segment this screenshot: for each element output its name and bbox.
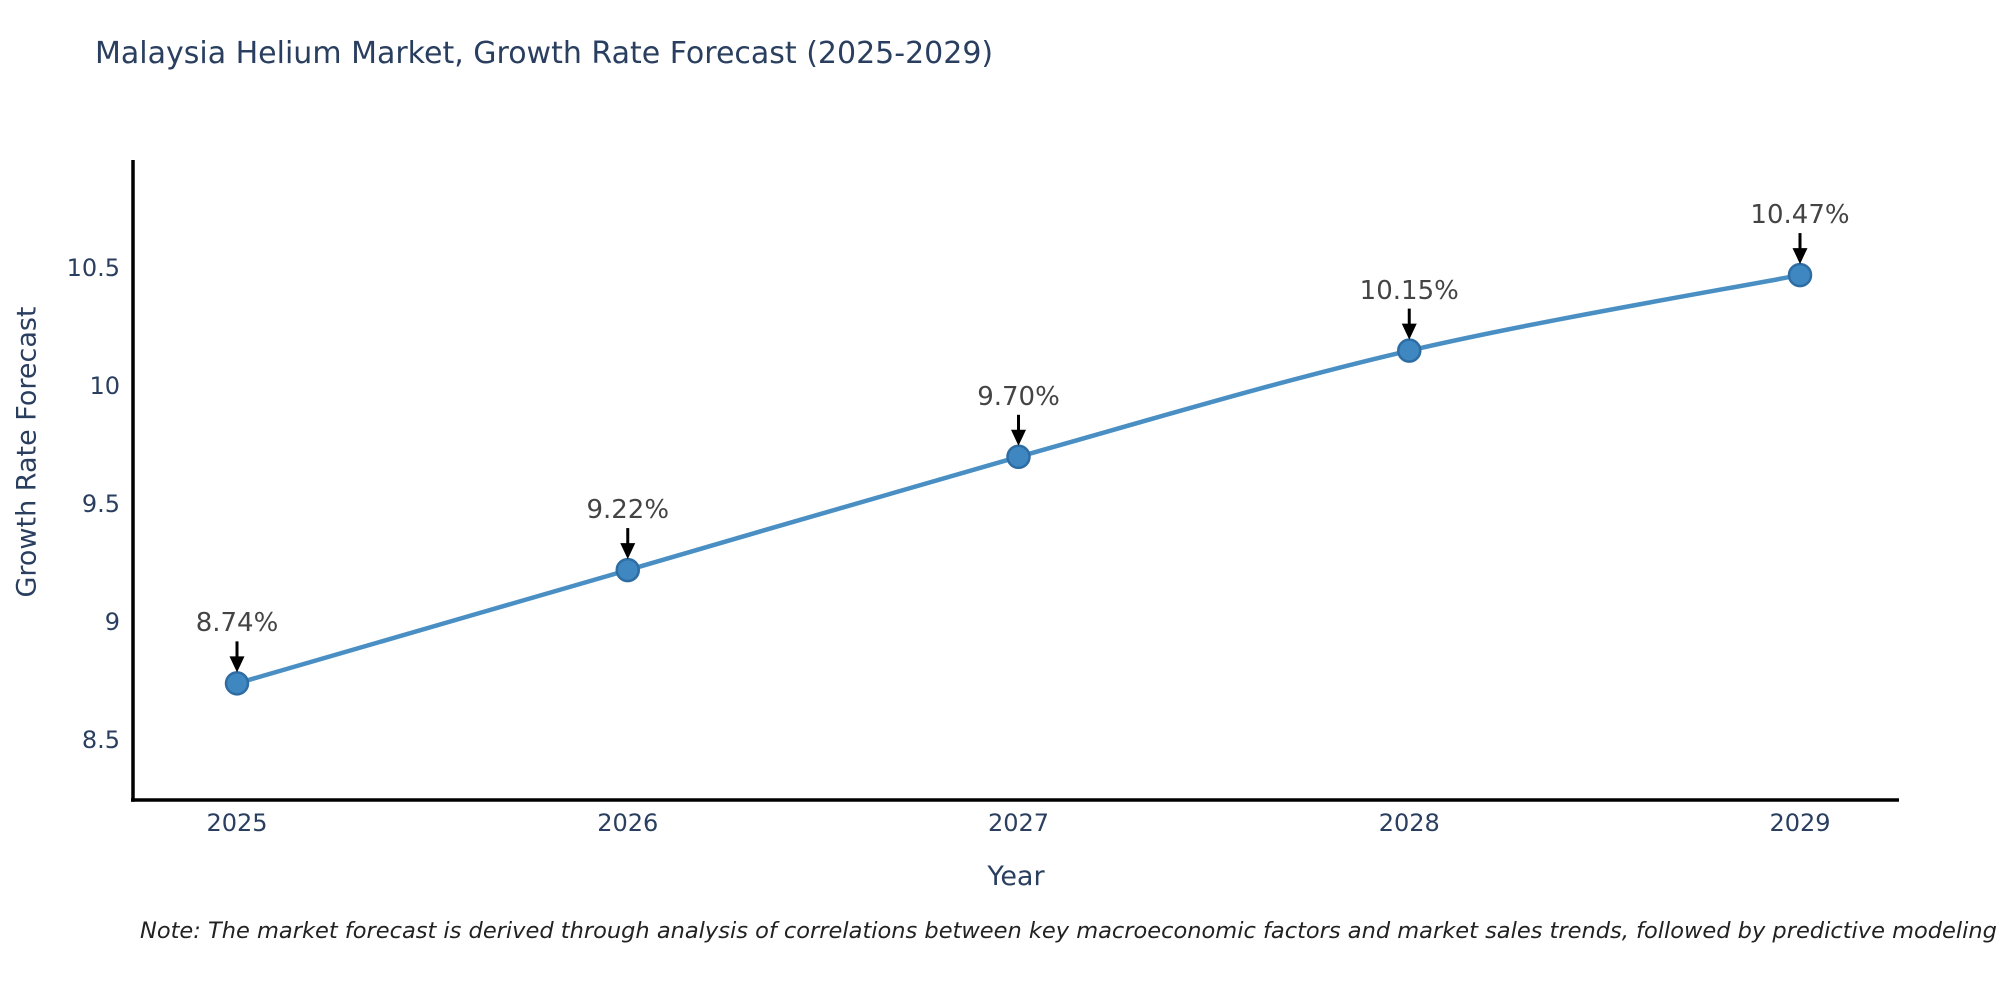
annotation-arrowhead <box>620 543 636 560</box>
data-point-label: 9.22% <box>586 495 670 526</box>
footnote: Note: The market forecast is derived thr… <box>140 918 2000 944</box>
trend-line <box>236 272 1801 686</box>
y-tick-label: 9.5 <box>81 490 120 518</box>
annotation-arrowhead <box>1401 323 1417 340</box>
x-tick-label: 2026 <box>597 809 659 837</box>
y-tick-label: 10.5 <box>66 254 120 282</box>
y-tick-label: 10 <box>89 372 120 400</box>
annotation-arrowhead <box>229 656 245 673</box>
data-point-label: 8.74% <box>195 608 279 639</box>
annotation-arrowhead <box>1011 429 1026 446</box>
annotation-arrowhead <box>1792 248 1808 265</box>
x-tick-label: 2027 <box>987 809 1050 837</box>
x-axis-title: Year <box>987 861 1045 892</box>
y-tick-label: 8.5 <box>81 726 120 754</box>
y-tick-label: 9 <box>104 608 120 636</box>
x-tick-label: 2025 <box>206 809 268 837</box>
x-tick-label: 2029 <box>1769 809 1831 837</box>
x-tick-label: 2028 <box>1378 809 1440 837</box>
data-point-label: 9.70% <box>977 381 1060 412</box>
data-point-marker <box>224 671 250 696</box>
chart-title: Malaysia Helium Market, Growth Rate Fore… <box>95 36 994 71</box>
data-point-label: 10.47% <box>1750 200 1850 231</box>
data-point-marker <box>615 557 640 583</box>
data-point-marker <box>1787 262 1813 288</box>
data-point-label: 10.15% <box>1359 275 1459 306</box>
data-point-marker <box>1397 338 1422 363</box>
data-point-marker <box>1006 444 1031 470</box>
y-axis-title: Growth Rate Forecast <box>11 306 43 598</box>
